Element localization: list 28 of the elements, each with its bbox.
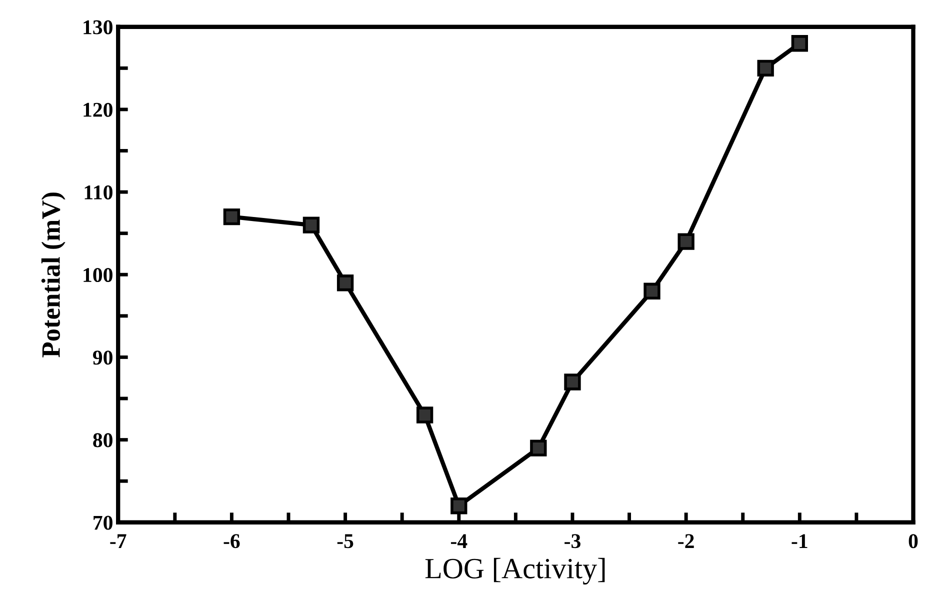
y-tick-label: 130 — [84, 20, 112, 34]
x-tick-label: -6 — [224, 534, 240, 548]
point — [678, 233, 694, 250]
point — [757, 60, 774, 76]
y-tick-label: 90 — [92, 350, 112, 365]
x-tick-label: 0 — [908, 534, 918, 548]
point — [530, 440, 547, 456]
point — [450, 498, 468, 514]
y-tick-label: 70 — [94, 516, 112, 530]
y-tick-label: 120 — [84, 102, 112, 117]
x-tick-label: -5 — [337, 534, 354, 548]
x-tick-label: -7 — [110, 534, 126, 548]
y-tick-label: 100 — [84, 268, 112, 282]
x-tick-label: -2 — [678, 534, 694, 548]
x-tick-label: -3 — [564, 534, 580, 548]
y-tick-label: 80 — [93, 433, 112, 448]
point — [644, 282, 660, 300]
point — [336, 274, 354, 292]
x-tick-label: -1 — [792, 534, 808, 548]
point — [223, 208, 240, 226]
y-tick-label: 110 — [84, 185, 112, 200]
point — [416, 406, 434, 424]
point — [791, 35, 808, 52]
y-axis-title: Potential (mV) — [41, 192, 66, 358]
point — [302, 216, 320, 234]
x-axis-title: LOG [Activity] — [425, 558, 605, 584]
x-tick-label: -4 — [450, 534, 468, 548]
point — [564, 374, 581, 390]
